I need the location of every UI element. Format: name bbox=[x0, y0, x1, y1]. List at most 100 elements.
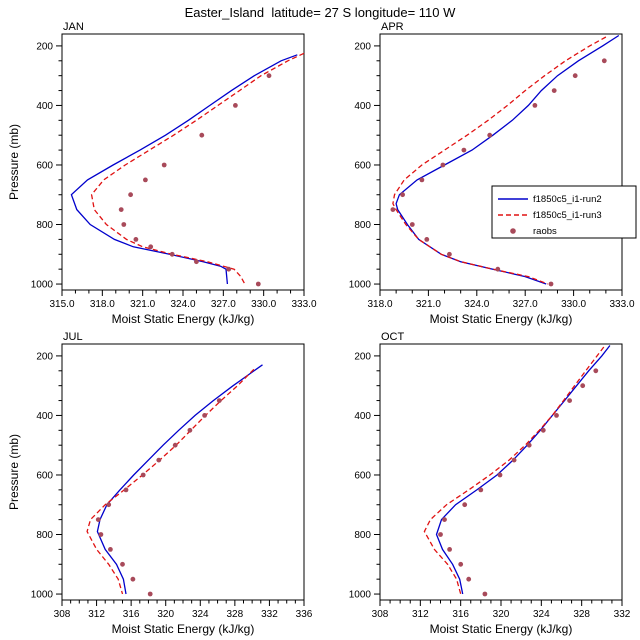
y-tick-label: 800 bbox=[36, 530, 53, 541]
raobs-dot bbox=[121, 222, 127, 227]
raobs-dot bbox=[466, 576, 472, 582]
raobs-dot bbox=[128, 192, 133, 198]
x-tick-label: 316 bbox=[452, 609, 469, 620]
legend-label: f1850c5_i1-run3 bbox=[533, 210, 602, 221]
raobs-dot bbox=[495, 266, 501, 272]
raobs-dot bbox=[148, 244, 154, 250]
raobs-dot bbox=[419, 177, 425, 183]
x-tick-label: 324 bbox=[192, 609, 209, 620]
x-tick-label: 324.0 bbox=[170, 299, 195, 310]
legend-marker-dot bbox=[510, 228, 516, 234]
raobs-dot bbox=[169, 251, 175, 257]
x-axis-label: Moist Static Energy (kJ/kg) bbox=[112, 622, 255, 636]
y-axis-label: Pressure (mb) bbox=[7, 124, 21, 200]
series-line-f1850c5_i1-run2 bbox=[70, 54, 298, 285]
raobs-dot bbox=[548, 281, 554, 287]
raobs-dot bbox=[147, 591, 153, 597]
series-line-f1850c5_i1-run3 bbox=[392, 36, 607, 285]
y-tick-label: 600 bbox=[36, 160, 53, 171]
x-tick-label: 312 bbox=[412, 609, 429, 620]
raobs-dot bbox=[194, 259, 199, 265]
raobs-dot bbox=[140, 472, 146, 478]
raobs-dot bbox=[438, 532, 443, 537]
raobs-dot bbox=[409, 222, 415, 227]
x-tick-label: 320 bbox=[157, 609, 174, 620]
raobs-dot bbox=[118, 207, 124, 213]
x-tick-label: 332 bbox=[614, 609, 631, 620]
series-line-f1850c5_i1-run3 bbox=[423, 346, 605, 595]
y-axis-label: Pressure (mb) bbox=[7, 434, 21, 510]
raobs-dot bbox=[108, 547, 113, 552]
raobs-dot bbox=[424, 237, 430, 242]
plot-box bbox=[379, 33, 623, 291]
x-tick-label: 327.0 bbox=[211, 299, 236, 310]
raobs-dot bbox=[266, 73, 272, 79]
y-tick-label: 600 bbox=[354, 160, 371, 171]
raobs-dot bbox=[532, 103, 538, 108]
y-tick-label: 1000 bbox=[349, 590, 372, 601]
x-tick-label: 321.0 bbox=[416, 299, 441, 310]
x-tick-label: 320 bbox=[493, 609, 510, 620]
x-axis-label: Moist Static Energy (kJ/kg) bbox=[430, 622, 573, 636]
legend-label: raobs bbox=[533, 226, 557, 237]
raobs-dot bbox=[458, 561, 464, 567]
raobs-dot bbox=[202, 413, 208, 418]
x-tick-label: 330.0 bbox=[251, 299, 276, 310]
chart-title: Easter_Island latitude= 27 S longitude= … bbox=[184, 5, 456, 20]
raobs-dot bbox=[98, 532, 104, 537]
y-tick-label: 400 bbox=[36, 411, 53, 422]
raobs-dot bbox=[233, 103, 238, 108]
panel-title: JUL bbox=[63, 331, 83, 343]
y-tick-label: 800 bbox=[36, 220, 53, 231]
panel-title: APR bbox=[381, 21, 404, 33]
x-axis-label: Moist Static Energy (kJ/kg) bbox=[430, 312, 573, 326]
x-tick-label: 333.0 bbox=[291, 299, 316, 310]
raobs-dot bbox=[130, 576, 136, 582]
raobs-dot bbox=[554, 413, 559, 418]
y-tick-label: 1000 bbox=[31, 280, 54, 291]
raobs-dot bbox=[95, 517, 101, 522]
chart-panel-jan: 315.0 318.0 321.0 324.0 327.0 330.0 333.0 200 40… bbox=[7, 21, 317, 326]
raobs-dot bbox=[540, 427, 546, 433]
raobs-dot bbox=[161, 162, 167, 168]
x-tick-label: 308 bbox=[54, 609, 71, 620]
raobs-dot bbox=[593, 368, 599, 374]
raobs-dot bbox=[487, 132, 493, 138]
x-tick-label: 336 bbox=[296, 609, 313, 620]
legend-box bbox=[491, 185, 637, 239]
raobs-dot bbox=[462, 502, 468, 508]
raobs-dot bbox=[447, 251, 452, 257]
raobs-dot bbox=[172, 442, 178, 448]
x-tick-label: 315.0 bbox=[49, 299, 74, 310]
y-tick-label: 1000 bbox=[349, 280, 372, 291]
raobs-dot bbox=[442, 517, 447, 522]
x-tick-label: 324.0 bbox=[464, 299, 489, 310]
y-tick-label: 400 bbox=[354, 101, 371, 112]
raobs-dot bbox=[511, 457, 517, 463]
panel-title: OCT bbox=[381, 331, 405, 343]
raobs-dot bbox=[106, 502, 112, 508]
chart-panel-oct: 308 312 316 320 324 328 332 200 400 600 800 1000 OCT… bbox=[349, 331, 631, 636]
raobs-dot bbox=[255, 281, 261, 287]
y-tick-label: 200 bbox=[36, 41, 53, 52]
y-tick-label: 600 bbox=[36, 470, 53, 481]
y-tick-label: 200 bbox=[36, 351, 53, 362]
raobs-dot bbox=[400, 192, 405, 198]
series-line-f1850c5_i1-run2 bbox=[96, 364, 263, 595]
y-tick-label: 400 bbox=[36, 101, 53, 112]
y-tick-label: 200 bbox=[354, 41, 371, 52]
raobs-dot bbox=[199, 132, 205, 138]
raobs-dot bbox=[447, 547, 452, 552]
series-line-f1850c5_i1-run2 bbox=[435, 345, 611, 595]
raobs-dot bbox=[226, 266, 232, 272]
y-tick-label: 800 bbox=[354, 530, 371, 541]
raobs-dot bbox=[156, 457, 162, 463]
x-tick-label: 327.0 bbox=[513, 299, 538, 310]
raobs-dot bbox=[567, 398, 572, 403]
raobs-dot bbox=[390, 207, 396, 213]
series-line-f1850c5_i1-run3 bbox=[86, 368, 255, 595]
y-tick-label: 400 bbox=[354, 411, 371, 422]
raobs-dot bbox=[551, 88, 557, 93]
raobs-dot bbox=[187, 427, 193, 433]
raobs-dot bbox=[123, 487, 129, 493]
